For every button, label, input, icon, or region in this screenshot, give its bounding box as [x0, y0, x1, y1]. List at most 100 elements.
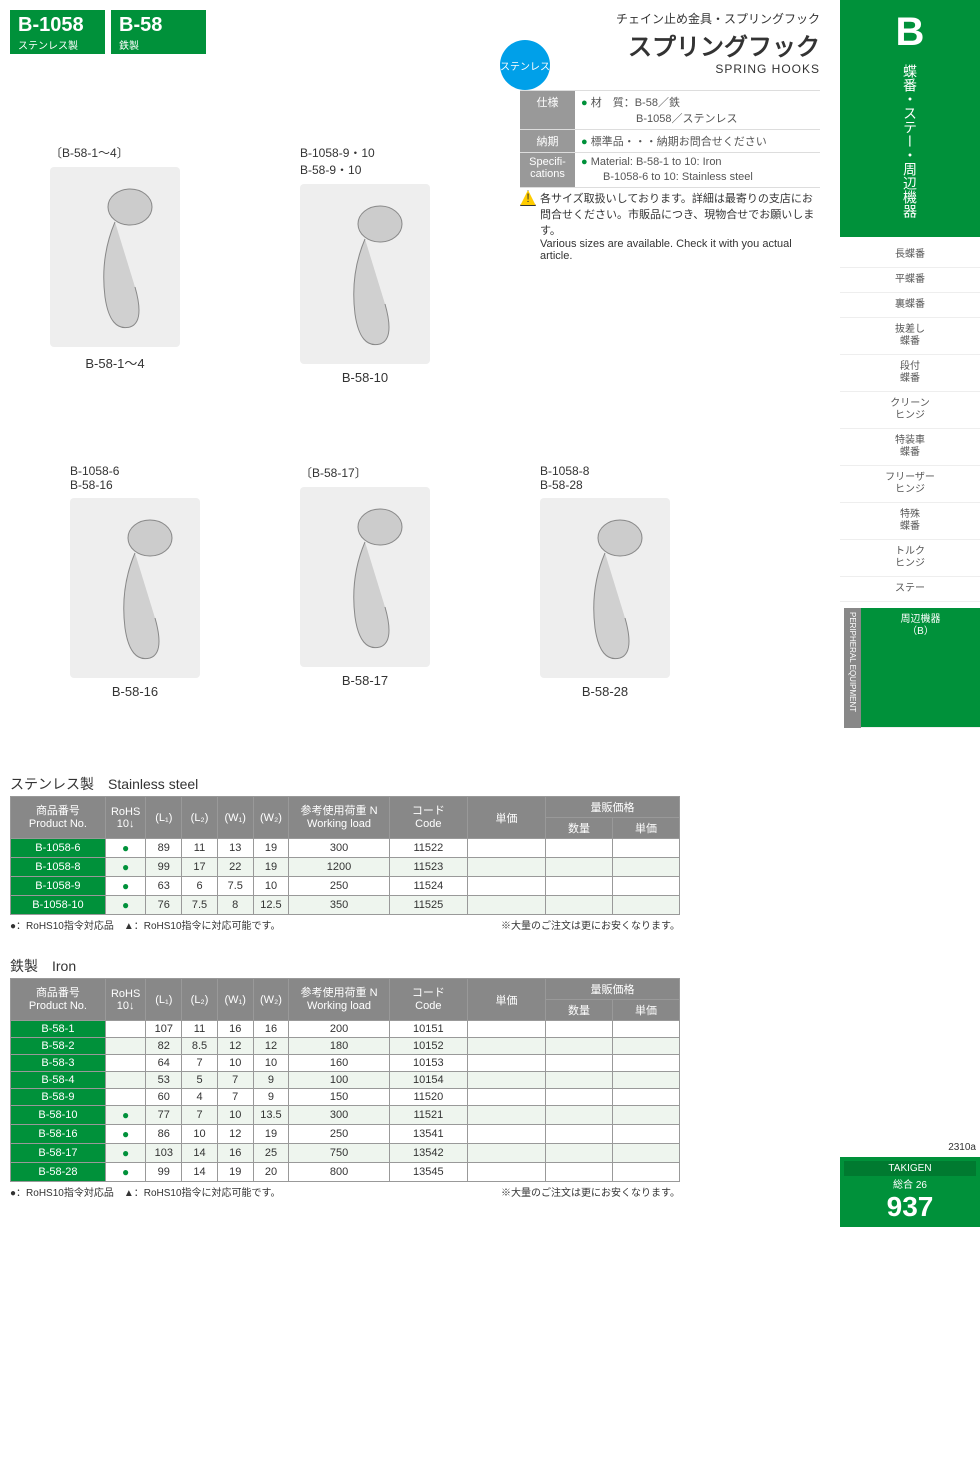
dim-cell: 60	[146, 1089, 182, 1106]
rohs-mark: ●	[105, 1144, 146, 1163]
rohs-mark: ●	[105, 1106, 146, 1125]
diagram-image	[300, 487, 430, 667]
code-cell: 10154	[389, 1072, 467, 1089]
qty-cell	[546, 1055, 613, 1072]
edition-code: 2310a	[840, 1138, 980, 1157]
dim-cell: 16	[217, 1144, 253, 1163]
code-cell: 11523	[389, 858, 467, 877]
qty-price-cell	[612, 1021, 679, 1038]
qty-cell	[546, 1038, 613, 1055]
stainless-badge: ステンレス	[500, 40, 550, 90]
qty-price-cell	[612, 1125, 679, 1144]
rohs-mark	[105, 1089, 146, 1106]
title-jp: スプリングフック	[616, 27, 820, 62]
dim-cell: 99	[146, 858, 182, 877]
price-cell	[467, 858, 545, 877]
qty-price-cell	[612, 1038, 679, 1055]
table-row: B-58-17 ● 103141625 750 13542	[11, 1144, 680, 1163]
dim-cell: 7.5	[217, 877, 253, 896]
qty-price-cell	[612, 1089, 679, 1106]
rohs-mark	[105, 1021, 146, 1038]
dim-cell: 5	[182, 1072, 218, 1089]
dim-cell: 19	[253, 839, 289, 858]
code-1: B-1058	[18, 14, 97, 37]
dim-cell: 7.5	[182, 896, 218, 915]
qty-cell	[546, 1089, 613, 1106]
rohs-mark	[105, 1072, 146, 1089]
qty-cell	[546, 896, 613, 915]
product-no: B-58-4	[11, 1072, 106, 1089]
product-no: B-58-16	[11, 1125, 106, 1144]
load-cell: 160	[289, 1055, 389, 1072]
dim-cell: 11	[182, 839, 218, 858]
rohs-note-right-2: ※大量のご注文は更にお安くなります。	[501, 1184, 680, 1199]
diagram-image	[70, 498, 200, 678]
diagram-image	[540, 498, 670, 678]
code-cell: 13545	[389, 1163, 467, 1182]
sidebar-item[interactable]: 抜差し 蝶番	[840, 318, 980, 355]
sidebar-item[interactable]: 裏蝶番	[840, 293, 980, 318]
diagram-image	[300, 184, 430, 364]
sidebar-item[interactable]: トルク ヒンジ	[840, 540, 980, 577]
price-cell	[467, 896, 545, 915]
table-row: B-58-9 60479 150 11520	[11, 1089, 680, 1106]
sidebar-item[interactable]: 長蝶番	[840, 243, 980, 268]
table-row: B-58-2 828.51212 180 10152	[11, 1038, 680, 1055]
product-no: B-58-1	[11, 1021, 106, 1038]
sidebar-item-active[interactable]: 周辺機器 （B）	[861, 608, 980, 728]
qty-price-cell	[612, 858, 679, 877]
stainless-table: 商品番号Product No. RoHS 10↓ (L₁)(L₂)(W₁)(W₂…	[10, 796, 680, 915]
dim-cell: 16	[253, 1021, 289, 1038]
code-box-1: B-1058 ステンレス製	[10, 10, 105, 54]
iron-table-section: 鉄製 Iron 商品番号Product No. RoHS 10↓ (L₁)(L₂…	[10, 956, 832, 1199]
dim-cell: 22	[217, 858, 253, 877]
code-cell: 10152	[389, 1038, 467, 1055]
dim-cell: 64	[146, 1055, 182, 1072]
product-no: B-58-2	[11, 1038, 106, 1055]
brand: TAKIGEN	[844, 1161, 976, 1176]
stainless-note: ●：RoHS10指令対応品 ▲：RoHS10指令に対応可能です。 ※大量のご注文…	[10, 917, 680, 932]
rohs-mark	[105, 1055, 146, 1072]
header-title-block: チェイン止め金具・スプリングフック スプリングフック SPRING HOOKS	[616, 10, 820, 76]
price-cell	[467, 1021, 545, 1038]
rohs-mark: ●	[105, 839, 146, 858]
dim-cell: 10	[182, 1125, 218, 1144]
table-row: B-58-16 ● 86101219 250 13541	[11, 1125, 680, 1144]
dim-cell: 12	[217, 1038, 253, 1055]
code-cell: 10151	[389, 1021, 467, 1038]
dim-cell: 20	[253, 1163, 289, 1182]
dim-cell: 107	[146, 1021, 182, 1038]
sidebar-item[interactable]: ステー	[840, 577, 980, 602]
dim-cell: 76	[146, 896, 182, 915]
sidebar-item[interactable]: フリーザー ヒンジ	[840, 466, 980, 503]
dim-cell: 10	[253, 1055, 289, 1072]
sidebar-item[interactable]: 特装車 蝶番	[840, 429, 980, 466]
sidebar-item[interactable]: 段付 蝶番	[840, 355, 980, 392]
code-2-sub: 鉄製	[119, 37, 198, 52]
dim-cell: 7	[182, 1055, 218, 1072]
load-cell: 300	[289, 1106, 389, 1125]
category-line: チェイン止め金具・スプリングフック	[616, 10, 820, 27]
qty-price-cell	[612, 839, 679, 858]
dim-cell: 13	[217, 839, 253, 858]
load-cell: 100	[289, 1072, 389, 1089]
sidebar-item[interactable]: 平蝶番	[840, 268, 980, 293]
sidebar-item[interactable]: クリーン ヒンジ	[840, 392, 980, 429]
rohs-mark: ●	[105, 858, 146, 877]
diagram-caption: B-58-10	[300, 370, 430, 385]
dim-cell: 8.5	[182, 1038, 218, 1055]
dim-cell: 12.5	[253, 896, 289, 915]
sidebar-header: B 蝶番・ステー・周辺機器	[840, 0, 980, 237]
dim-cell: 25	[253, 1144, 289, 1163]
price-cell	[467, 877, 545, 896]
load-cell: 350	[289, 896, 389, 915]
qty-cell	[546, 1163, 613, 1182]
sidebar-item[interactable]: 特殊 蝶番	[840, 503, 980, 540]
spec-label: 仕様	[520, 91, 575, 129]
table-row: B-58-1 107111616 200 10151	[11, 1021, 680, 1038]
iron-table: 商品番号Product No. RoHS 10↓ (L₁)(L₂)(W₁)(W₂…	[10, 978, 680, 1182]
dim-cell: 99	[146, 1163, 182, 1182]
rohs-mark: ●	[105, 896, 146, 915]
dim-cell: 82	[146, 1038, 182, 1055]
diagram-caption: B-58-28	[540, 684, 670, 699]
